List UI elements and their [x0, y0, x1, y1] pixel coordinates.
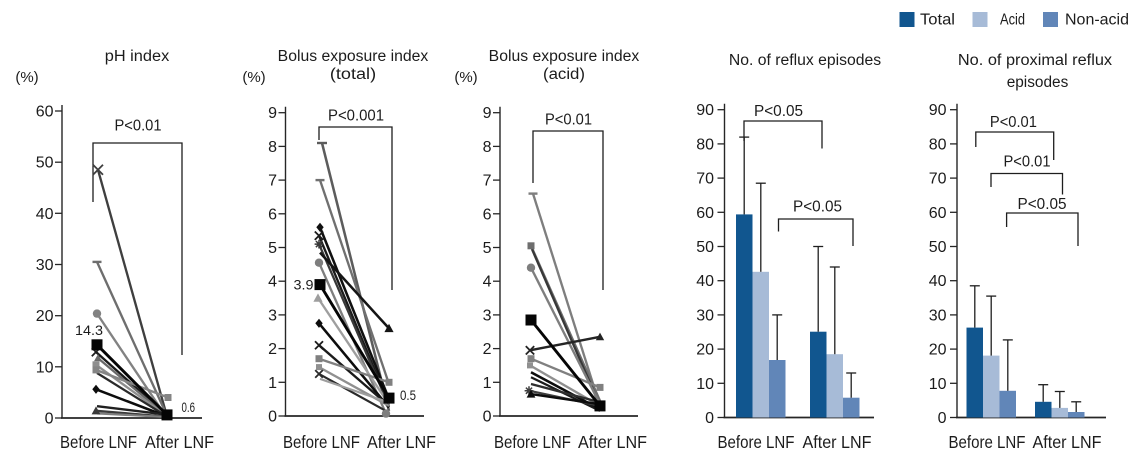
- svg-text:1: 1: [483, 375, 492, 392]
- svg-text:P<0.01: P<0.01: [990, 114, 1037, 131]
- svg-text:0: 0: [483, 409, 492, 426]
- svg-text:4: 4: [268, 274, 277, 291]
- svg-text:30: 30: [36, 257, 54, 274]
- svg-text:(%): (%): [242, 69, 265, 86]
- svg-text:50: 50: [929, 239, 947, 256]
- svg-text:9: 9: [483, 105, 492, 122]
- svg-text:10: 10: [929, 376, 947, 393]
- svg-text:After LNF: After LNF: [578, 432, 647, 452]
- svg-text:(total): (total): [330, 66, 376, 83]
- svg-text:After LNF: After LNF: [367, 432, 436, 452]
- svg-text:(%): (%): [15, 69, 38, 86]
- svg-text:20: 20: [36, 308, 54, 325]
- svg-text:30: 30: [696, 307, 714, 324]
- svg-text:0: 0: [45, 411, 54, 428]
- svg-text:Before LNF: Before LNF: [60, 432, 137, 452]
- svg-text:10: 10: [36, 359, 54, 376]
- svg-text:2: 2: [483, 341, 492, 358]
- svg-text:P<0.01: P<0.01: [115, 118, 162, 135]
- svg-text:No. of reflux episodes: No. of reflux episodes: [729, 52, 882, 69]
- svg-text:20: 20: [696, 342, 714, 359]
- svg-text:Bolus exposure index: Bolus exposure index: [489, 48, 640, 65]
- svg-text:0: 0: [268, 409, 277, 426]
- svg-text:After LNF: After LNF: [1033, 432, 1102, 452]
- svg-text:No. of proximal reflux: No. of proximal reflux: [958, 52, 1112, 69]
- svg-text:3: 3: [483, 307, 492, 324]
- svg-text:50: 50: [696, 239, 714, 256]
- svg-text:P<0.05: P<0.05: [754, 103, 803, 120]
- svg-text:10: 10: [696, 376, 714, 393]
- svg-text:40: 40: [929, 273, 947, 290]
- svg-text:Before LNF: Before LNF: [718, 432, 795, 452]
- svg-text:6: 6: [483, 206, 492, 223]
- svg-text:30: 30: [929, 307, 947, 324]
- svg-text:P<0.01: P<0.01: [545, 112, 592, 129]
- svg-text:80: 80: [696, 136, 714, 153]
- svg-text:0.6: 0.6: [182, 400, 196, 415]
- svg-text:70: 70: [696, 171, 714, 188]
- svg-text:5: 5: [268, 240, 277, 257]
- svg-text:3.9: 3.9: [294, 278, 314, 293]
- svg-text:P<0.001: P<0.001: [328, 108, 384, 125]
- svg-text:0: 0: [938, 410, 947, 427]
- svg-text:2: 2: [268, 341, 277, 358]
- svg-text:P<0.05: P<0.05: [1018, 196, 1067, 213]
- svg-text:After LNF: After LNF: [145, 432, 214, 452]
- svg-text:7: 7: [483, 173, 492, 190]
- svg-text:20: 20: [929, 342, 947, 359]
- svg-text:After LNF: After LNF: [803, 432, 872, 452]
- svg-text:Before LNF: Before LNF: [283, 432, 360, 452]
- svg-text:70: 70: [929, 171, 947, 188]
- svg-text:pH index: pH index: [105, 48, 170, 65]
- svg-text:6: 6: [268, 206, 277, 223]
- svg-text:50: 50: [36, 155, 54, 172]
- svg-text:(acid): (acid): [543, 66, 585, 83]
- svg-text:Total: Total: [920, 12, 955, 29]
- svg-text:1: 1: [268, 375, 277, 392]
- svg-text:5: 5: [483, 240, 492, 257]
- svg-text:P<0.01: P<0.01: [1004, 154, 1051, 171]
- svg-text:0: 0: [705, 410, 714, 427]
- svg-text:40: 40: [36, 206, 54, 223]
- svg-text:episodes: episodes: [1007, 74, 1069, 91]
- svg-text:90: 90: [929, 102, 947, 119]
- svg-text:60: 60: [929, 205, 947, 222]
- svg-text:Before LNF: Before LNF: [494, 432, 571, 452]
- svg-text:8: 8: [483, 139, 492, 156]
- svg-text:14.3: 14.3: [75, 323, 103, 338]
- svg-text:(%): (%): [454, 69, 477, 86]
- svg-text:Bolus exposure index: Bolus exposure index: [278, 48, 429, 65]
- svg-text:8: 8: [268, 139, 277, 156]
- svg-text:40: 40: [696, 273, 714, 290]
- svg-text:7: 7: [268, 173, 277, 190]
- svg-text:90: 90: [696, 102, 714, 119]
- svg-text:0.5: 0.5: [400, 388, 416, 403]
- svg-text:Non-acid: Non-acid: [1065, 12, 1129, 29]
- svg-text:4: 4: [483, 274, 492, 291]
- svg-text:60: 60: [696, 205, 714, 222]
- svg-text:80: 80: [929, 136, 947, 153]
- svg-text:60: 60: [36, 104, 54, 121]
- svg-text:Before LNF: Before LNF: [949, 432, 1026, 452]
- svg-text:9: 9: [268, 105, 277, 122]
- svg-text:Acid: Acid: [1000, 12, 1025, 29]
- svg-text:3: 3: [268, 307, 277, 324]
- svg-text:P<0.05: P<0.05: [793, 199, 842, 216]
